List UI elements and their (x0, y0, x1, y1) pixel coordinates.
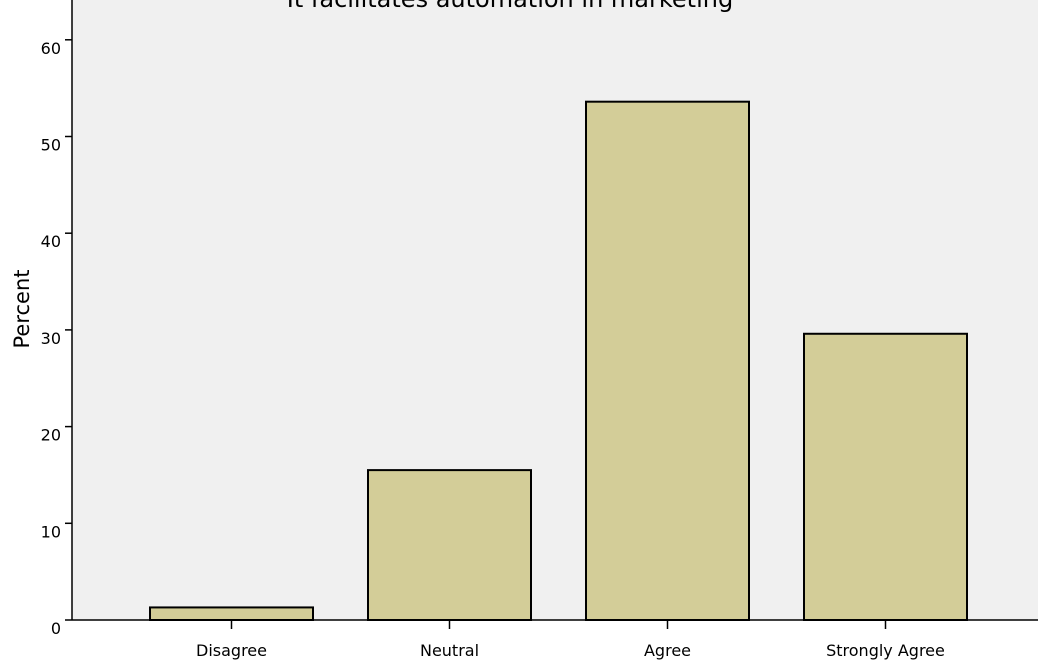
y-tick-label: 0 (51, 619, 61, 638)
y-axis-label: Percent (10, 269, 34, 348)
chart-title: It facilitates automation in marketing (287, 0, 733, 13)
y-tick-label: 40 (41, 232, 61, 251)
y-tick-label: 30 (41, 329, 61, 348)
y-tick-label: 20 (41, 426, 61, 445)
y-tick-label: 10 (41, 522, 61, 541)
x-tick-label: Neutral (420, 641, 479, 660)
bars-layer (149, 100, 968, 622)
y-tick-label: 50 (41, 136, 61, 155)
bar-agree (585, 100, 750, 622)
x-tick-label: Agree (644, 641, 691, 660)
bar-neutral (367, 469, 532, 621)
y-axis: 0 10 20 30 40 50 60 (41, 0, 73, 638)
x-tick-label: Disagree (196, 641, 267, 660)
x-axis: Disagree Neutral Agree Strongly Agree (72, 619, 1038, 660)
bar-disagree (149, 606, 314, 622)
bar-strongly-agree (803, 332, 968, 621)
x-tick-label: Strongly Agree (826, 641, 945, 660)
y-tick-label: 60 (41, 39, 61, 58)
